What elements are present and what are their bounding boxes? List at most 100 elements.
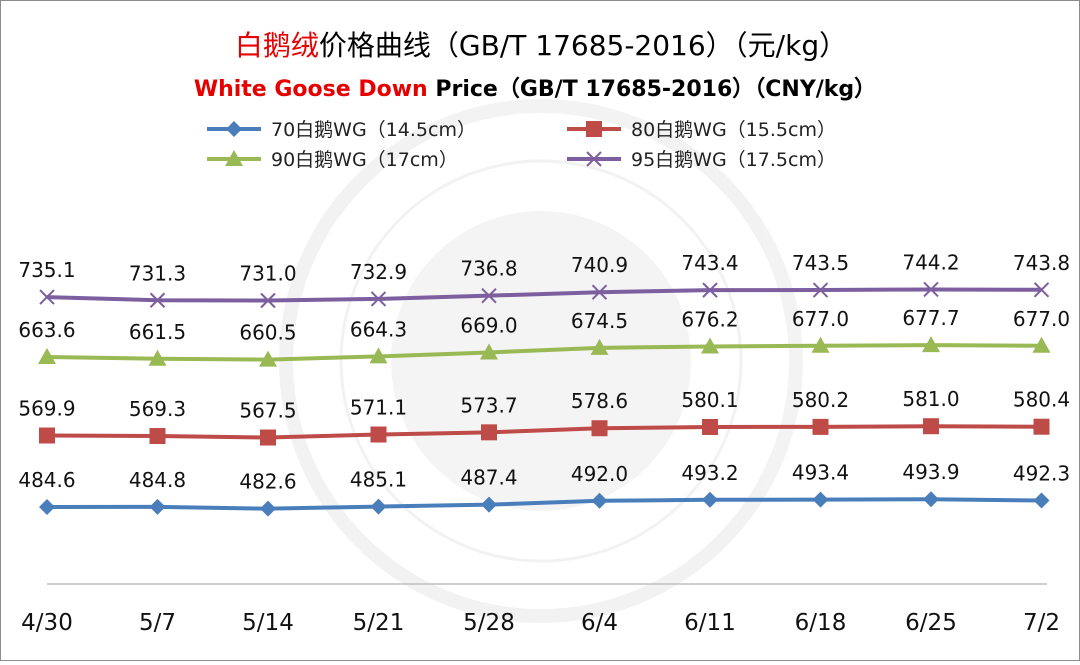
data-label: 664.3 — [350, 317, 407, 341]
data-label: 677.0 — [792, 307, 849, 331]
data-label: 661.5 — [129, 320, 186, 344]
data-label: 731.0 — [239, 262, 296, 286]
x-tick-label: 6/11 — [684, 610, 736, 636]
data-point — [923, 491, 939, 508]
chart-title-en-highlight: White Goose Down — [194, 77, 428, 102]
data-point — [481, 496, 497, 513]
data-label: 493.4 — [792, 461, 849, 485]
x-axis-ticks: 4/30 5/7 5/14 5/21 5/28 6/4 6/11 6/18 6/25 7/2 — [21, 610, 1060, 636]
data-label: 743.5 — [792, 251, 849, 275]
data-label: 744.2 — [902, 250, 959, 274]
data-label: 484.6 — [18, 468, 75, 492]
data-label: 492.0 — [571, 462, 628, 486]
data-label: 580.4 — [1013, 388, 1070, 412]
data-point — [1032, 336, 1051, 353]
watermark-logo — [279, 99, 803, 623]
data-point — [922, 336, 940, 353]
data-point — [591, 420, 608, 437]
series-diamond: 484.6 484.8 482.6 485.1 487.4 492.0 493.2 493.4… — [18, 460, 1070, 517]
data-label: 580.2 — [792, 388, 849, 412]
data-label: 732.9 — [350, 260, 407, 284]
data-label: 663.6 — [18, 318, 75, 342]
data-label: 573.7 — [460, 393, 517, 417]
data-point — [702, 418, 718, 435]
data-label: 580.1 — [681, 388, 738, 412]
data-point — [370, 498, 387, 515]
legend-label: 80白鹅WG（15.5cm） — [631, 119, 836, 141]
data-label: 571.1 — [350, 396, 407, 420]
data-point — [260, 292, 276, 309]
data-label: 736.8 — [460, 257, 517, 281]
legend-marker-triangle — [225, 150, 243, 166]
data-point — [811, 336, 830, 353]
data-point — [39, 427, 55, 444]
data-point — [370, 291, 387, 307]
data-label: 743.8 — [1013, 251, 1070, 275]
data-label: 487.4 — [460, 466, 517, 490]
series-x: 735.1 731.3 731.0 732.9 736.8 740.9 743.4 743.5… — [18, 250, 1070, 309]
x-tick-label: 6/18 — [795, 610, 847, 636]
data-point — [149, 498, 166, 515]
legend-item: 90白鹅WG（17cm） — [207, 149, 458, 171]
x-tick-label: 5/28 — [463, 610, 515, 636]
x-tick-label: 6/25 — [905, 610, 957, 636]
x-tick-label: 5/7 — [139, 610, 176, 636]
data-point — [1033, 418, 1050, 435]
data-point — [702, 282, 718, 298]
legend-item: 80白鹅WG（15.5cm） — [567, 119, 836, 141]
data-label: 731.3 — [129, 261, 186, 285]
data-point — [480, 343, 498, 360]
data-label: 740.9 — [571, 253, 628, 277]
data-point — [148, 349, 167, 366]
series-triangle: 663.6 661.5 660.5 664.3 669.0 674.5 676.2 677.0… — [18, 306, 1070, 367]
data-point — [1033, 282, 1050, 298]
data-point — [591, 284, 608, 300]
data-label: 493.9 — [902, 460, 959, 484]
chart-title-en-rest: Price（GB/T 17685-2016）（CNY/kg） — [428, 77, 876, 102]
series-line — [46, 287, 1042, 303]
data-point — [149, 292, 166, 308]
data-point — [701, 337, 719, 354]
legend: 70白鹅WG（14.5cm） 80白鹅WG（15.5cm） 90白鹅WG（17cm）… — [207, 119, 836, 171]
data-label: 676.2 — [681, 307, 738, 331]
legend-marker-square — [586, 121, 602, 137]
data-label: 735.1 — [18, 258, 75, 282]
data-point — [1033, 492, 1050, 509]
series-line — [46, 424, 1042, 440]
chart-title-cn-rest: 价格曲线（GB/T 17685-2016）（元/kg） — [319, 29, 847, 62]
data-label: 669.0 — [460, 313, 517, 337]
data-label: 569.3 — [129, 397, 186, 421]
data-label: 677.7 — [902, 306, 959, 330]
chart-title-cn-highlight: 白鹅绒 — [235, 29, 319, 62]
series-square: 569.9 569.3 567.5 571.1 573.7 578.6 580.1 580.2… — [18, 387, 1070, 446]
x-tick-label: 4/30 — [21, 610, 73, 636]
data-label: 674.5 — [571, 309, 628, 333]
data-label: 581.0 — [902, 387, 959, 411]
data-label: 567.5 — [239, 399, 296, 423]
data-point — [702, 491, 718, 508]
legend-item: 95白鹅WG（17.5cm） — [567, 149, 836, 171]
data-point — [590, 338, 609, 355]
legend-marker-x — [586, 151, 602, 167]
legend-marker-diamond — [226, 121, 242, 137]
plot-area: 484.6 484.8 482.6 485.1 487.4 492.0 493.2 493.4… — [18, 250, 1070, 517]
data-point — [39, 289, 55, 305]
data-point — [38, 347, 56, 364]
data-point — [39, 499, 55, 515]
data-point — [259, 350, 277, 367]
data-point — [149, 428, 166, 445]
data-point — [923, 418, 939, 435]
data-label: 485.1 — [350, 468, 407, 492]
data-label: 492.3 — [1013, 462, 1070, 486]
legend-label: 70白鹅WG（14.5cm） — [271, 119, 476, 141]
data-label: 493.2 — [681, 461, 738, 485]
series-line — [46, 343, 1042, 362]
x-tick-label: 7/2 — [1023, 610, 1060, 636]
data-label: 484.8 — [129, 468, 186, 492]
x-tick-label: 5/21 — [353, 610, 405, 636]
data-label: 482.6 — [239, 470, 296, 494]
data-label: 569.9 — [18, 397, 75, 421]
series-line — [46, 497, 1042, 511]
legend-label: 90白鹅WG（17cm） — [271, 149, 458, 171]
